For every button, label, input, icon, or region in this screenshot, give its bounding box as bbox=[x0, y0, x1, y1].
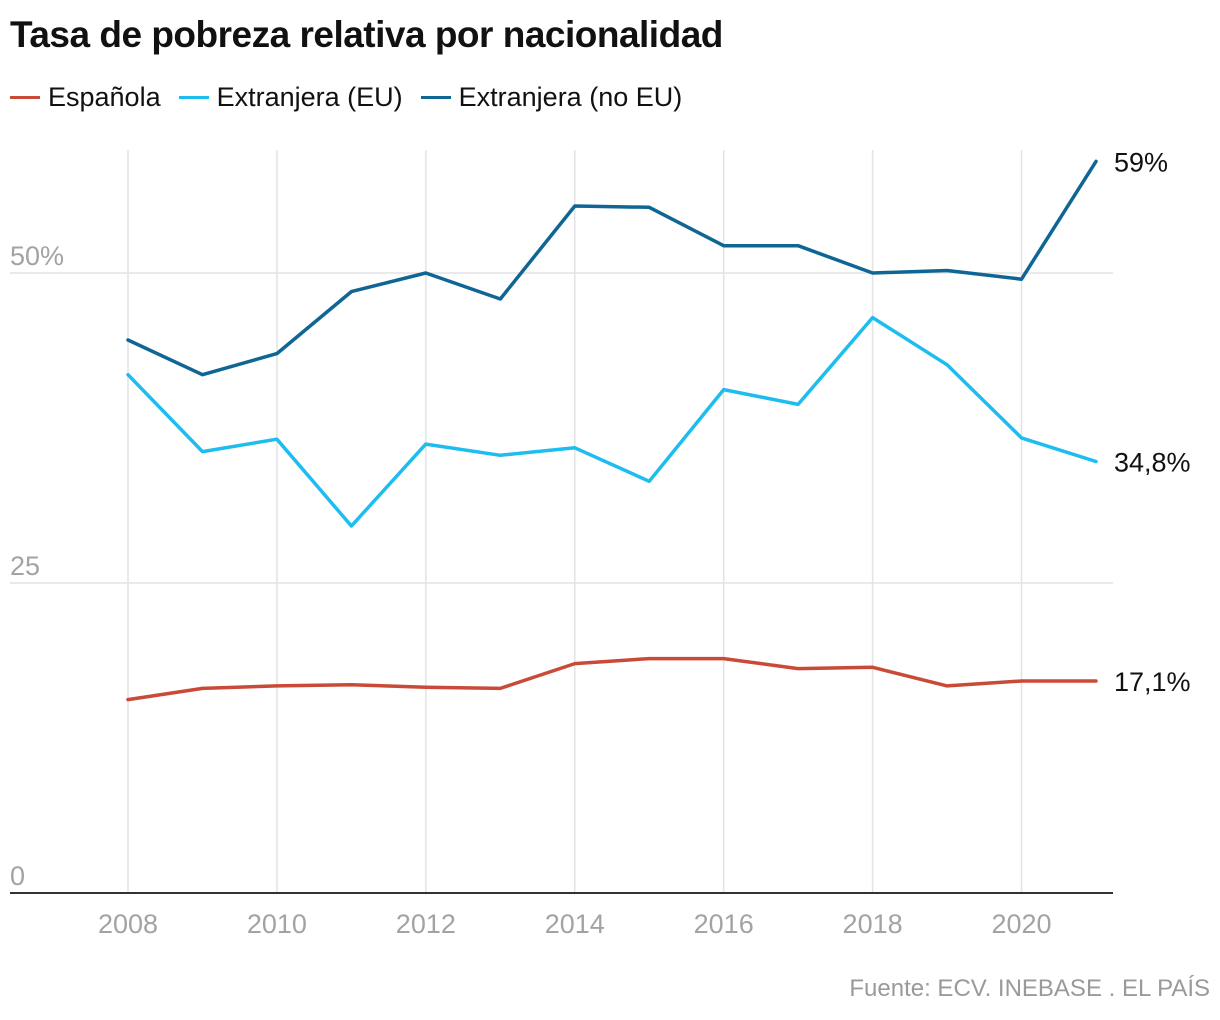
chart-title: Tasa de pobreza relativa por nacionalida… bbox=[10, 14, 723, 55]
y-tick-label: 50% bbox=[10, 241, 64, 271]
legend-swatch-extranjera-eu bbox=[178, 96, 209, 99]
series-line-1 bbox=[126, 315, 1098, 528]
source-note: Fuente: ECV. INEBASE . EL PAÍS bbox=[849, 975, 1210, 1002]
legend-label-extranjera-no-eu: Extranjera (no EU) bbox=[458, 82, 683, 112]
legend-label-espanola: Española bbox=[48, 82, 161, 112]
legend-item-espanola: Española bbox=[10, 82, 161, 113]
y-tick-label: 25 bbox=[10, 551, 40, 581]
x-tick-label: 2010 bbox=[247, 909, 307, 939]
series-end-label: 59% bbox=[1114, 147, 1168, 177]
series-line-2 bbox=[126, 159, 1098, 377]
legend-swatch-extranjera-no-eu bbox=[420, 96, 451, 99]
series-line-0 bbox=[126, 656, 1098, 702]
series-end-label: 17,1% bbox=[1114, 667, 1191, 697]
legend-swatch-espanola bbox=[10, 96, 40, 99]
legend-item-extranjera-no-eu: Extranjera (no EU) bbox=[420, 82, 683, 113]
y-tick-label: 0 bbox=[10, 861, 25, 891]
series-end-label: 34,8% bbox=[1114, 447, 1191, 477]
x-tick-label: 2012 bbox=[396, 909, 456, 939]
chart-legend: Española Extranjera (EU) Extranjera (no … bbox=[10, 82, 700, 113]
x-tick-label: 2018 bbox=[843, 909, 903, 939]
legend-label-extranjera-eu: Extranjera (EU) bbox=[216, 82, 403, 112]
x-tick-label: 2008 bbox=[98, 909, 158, 939]
x-tick-label: 2020 bbox=[991, 909, 1051, 939]
legend-item-extranjera-eu: Extranjera (EU) bbox=[178, 82, 403, 113]
x-tick-label: 2014 bbox=[545, 909, 605, 939]
x-tick-label: 2016 bbox=[694, 909, 754, 939]
